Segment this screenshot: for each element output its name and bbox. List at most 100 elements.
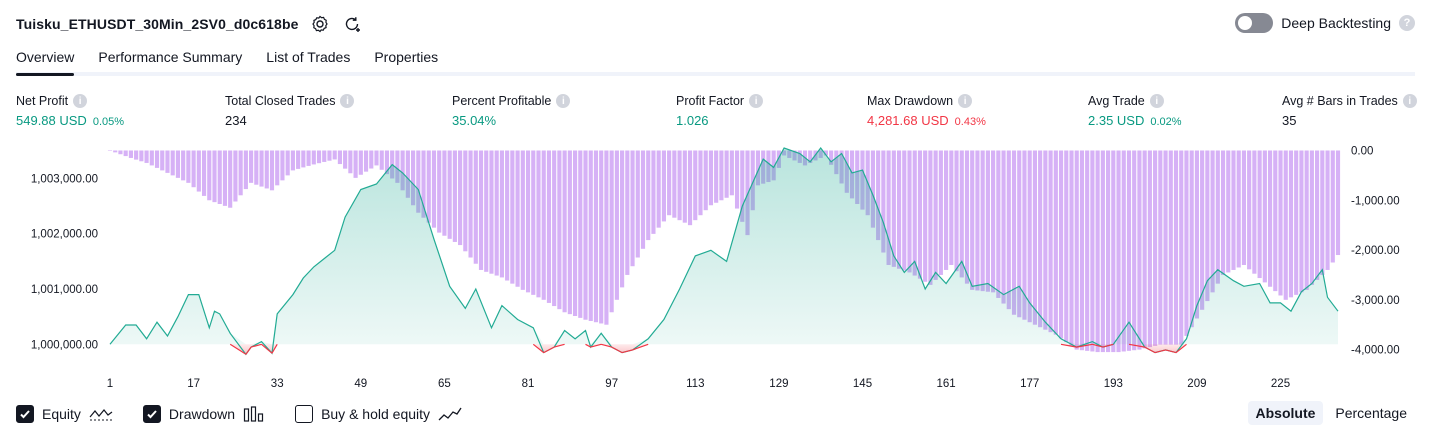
drawdown-bar [1173,150,1179,345]
tab-performance-summary[interactable]: Performance Summary [98,49,243,65]
drawdown-bar [546,150,552,303]
refresh-icon[interactable] [342,14,362,34]
legend-buy-hold[interactable]: Buy & hold equity [295,405,462,423]
drawdown-bar [975,150,980,291]
equity-checkbox[interactable] [16,405,34,423]
buy-hold-checkbox[interactable] [295,405,314,423]
drawdown-bar [593,150,599,323]
drawdown-bar [902,150,907,271]
drawdown-bar [254,150,259,185]
drawdown-bar [928,150,933,285]
drawdown-bar [515,150,520,287]
info-icon[interactable]: i [340,94,355,108]
drawdown-bar [395,150,400,183]
drawdown-bar [912,150,917,276]
drawdown-bar [233,150,238,202]
drawdown-bar [719,150,724,201]
drawdown-bar [181,150,186,181]
legend-drawdown[interactable]: Drawdown [142,405,265,423]
drawdown-bar [891,150,896,267]
drawdown-bar [1304,150,1309,290]
x-tick-label: 65 [438,378,451,390]
drawdown-bar [316,150,322,164]
drawdown-bar [1022,150,1027,320]
drawdown-bar [499,150,504,278]
x-tick-label: 113 [686,378,704,390]
drawdown-bar [353,150,358,178]
drawdown-bar [280,150,285,181]
drawdown-bar [1163,150,1168,345]
drawdown-bar [923,150,928,282]
equity-drawdown-chart[interactable]: 1,000,000.00 1,001,000.00 1,002,000.00 1,00… [0,140,1431,391]
x-tick-label: 161 [937,378,956,390]
drawdown-bar [1069,150,1074,346]
tab-properties[interactable]: Properties [374,49,439,65]
drawdown-bar [823,150,828,156]
deep-backtesting-label: Deep Backtesting [1281,15,1391,31]
metric-percent: 0.05% [92,116,125,128]
drawdown-bar [1283,150,1288,300]
metrics-row: Net Profit i 549.88 USD 0.05% Total Closed… [0,93,1431,133]
drawdown-bar [734,150,740,209]
x-tick-label: 193 [1104,378,1123,390]
tab-list-of-trades[interactable]: List of Trades [266,49,351,65]
drawdown-bar [714,150,719,203]
legend-equity[interactable]: Equity [16,405,113,423]
drawdown-bar [374,150,379,166]
deep-backtesting: Deep Backtesting ? [1235,13,1415,33]
drawdown-bar [970,150,975,290]
drawdown-bar [123,150,128,157]
drawdown-bar [661,150,666,222]
percentage-button[interactable]: Percentage [1335,405,1407,421]
drawdown-bar [442,150,447,236]
equity-line-negative [229,343,1187,355]
drawdown-bar [938,150,943,275]
metric-value: 2.35 USD [1088,113,1145,128]
drawdown-bar [275,150,280,186]
bar-chart-icon [243,406,264,422]
drawdown-bar [1048,150,1053,333]
info-icon[interactable]: i [556,94,571,108]
metric-label: Net Profit [16,94,69,108]
info-icon[interactable]: i [958,94,973,108]
left-tick-label: 1,001,000.00 [31,284,98,296]
gear-icon[interactable] [310,14,330,34]
drawdown-bar [1106,150,1111,353]
drawdown-bar [708,150,714,206]
info-icon[interactable]: i [1149,94,1164,108]
drawdown-bar [745,150,750,236]
deep-backtesting-toggle[interactable] [1235,13,1274,33]
info-icon[interactable]: i [1402,94,1417,108]
drawdown-bar [829,150,834,165]
drawdown-bar [411,150,416,206]
drawdown-bar [991,150,996,293]
drawdown-bar [379,150,384,170]
drawdown-bar [1100,150,1105,353]
info-icon[interactable]: i [749,94,764,108]
drawdown-bar [264,150,269,189]
drawdown-bar [625,150,630,275]
drawdown-bar [1330,150,1335,263]
drawdown-bar [1027,150,1032,323]
strategy-header: Tuisku_ETHUSDT_30Min_2SV0_d0c618be [16,12,362,36]
drawdown-bar [1262,150,1267,283]
line-chart-icon [89,409,113,421]
drawdown-bar [296,150,301,169]
drawdown-bar [1335,150,1341,256]
metric-label: Avg # Bars in Trades [1282,94,1398,108]
drawdown-bar [944,150,949,270]
metric-label: Max Drawdown [867,94,954,108]
drawdown-bar [447,150,452,239]
drawdown-bar [1153,150,1158,346]
help-icon[interactable]: ? [1399,15,1415,31]
drawdown-checkbox[interactable] [142,405,161,423]
absolute-button[interactable]: Absolute [1247,401,1324,425]
drawdown-bar [1090,150,1095,352]
drawdown-bar [1320,150,1325,275]
drawdown-bar [149,150,154,166]
info-icon[interactable]: i [73,94,88,108]
drawdown-bar [1299,150,1304,293]
drawdown-bar [201,150,207,196]
drawdown-bar [1205,150,1210,302]
tab-overview[interactable]: Overview [16,46,75,76]
